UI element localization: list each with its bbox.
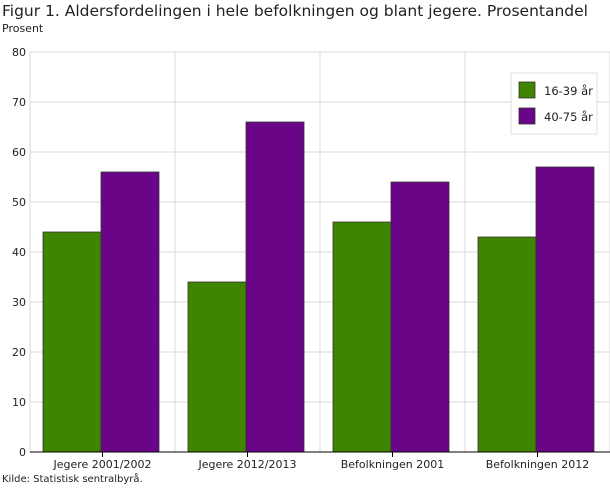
- y-tick-label: 30: [12, 296, 26, 309]
- bar-16-39: [42, 231, 102, 453]
- y-tick-label: 0: [19, 446, 26, 459]
- y-tick-label: 70: [12, 96, 26, 109]
- bar-16-39: [187, 281, 247, 453]
- y-axis-label: Prosent: [2, 22, 44, 35]
- x-tick-label: Jegere 2001/2002: [52, 458, 151, 471]
- bar-40-75: [245, 121, 305, 453]
- bar-40-75: [100, 171, 160, 453]
- y-tick-label: 60: [12, 146, 26, 159]
- legend-label: 16-39 år: [544, 84, 593, 98]
- legend-label: 40-75 år: [544, 110, 593, 124]
- legend-swatch: [518, 81, 536, 99]
- y-tick-label: 80: [12, 46, 26, 59]
- y-tick-label: 10: [12, 396, 26, 409]
- y-tick-label: 50: [12, 196, 26, 209]
- bar-40-75: [390, 181, 450, 453]
- chart-title: Figur 1. Aldersfordelingen i hele befolk…: [2, 2, 588, 20]
- x-tick-label: Befolkningen 2012: [486, 458, 590, 471]
- bar-16-39: [477, 236, 537, 453]
- x-tick-label: Befolkningen 2001: [341, 458, 445, 471]
- y-tick-label: 20: [12, 346, 26, 359]
- bar-16-39: [332, 221, 392, 453]
- source-note: Kilde: Statistisk sentralbyrå.: [2, 474, 143, 485]
- x-tick-label: Jegere 2012/2013: [197, 458, 296, 471]
- legend-swatch: [518, 107, 536, 125]
- bar-40-75: [535, 166, 595, 453]
- y-tick-label: 40: [12, 246, 26, 259]
